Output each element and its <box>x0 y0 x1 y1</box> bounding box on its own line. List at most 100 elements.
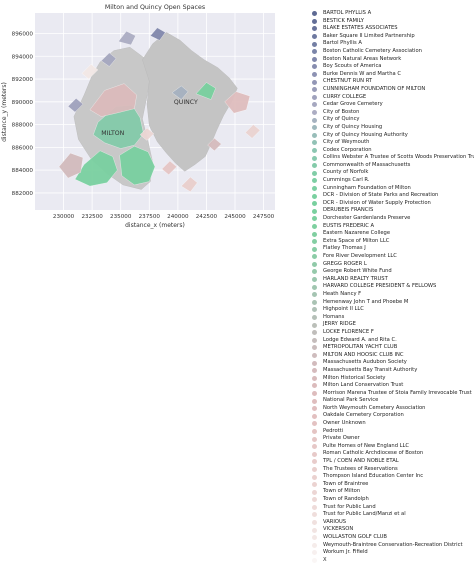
legend-item: Bartol Phyllis A <box>312 40 474 48</box>
legend-swatch <box>312 193 317 199</box>
legend-swatch <box>312 201 317 207</box>
legend-swatch <box>312 406 317 412</box>
legend-label: City of Weymouth <box>323 139 370 146</box>
legend-swatch <box>312 292 317 298</box>
legend-item: Cunningham Foundation of Milton <box>312 185 474 193</box>
legend-swatch <box>312 558 317 564</box>
legend-item: Private Owner <box>312 435 474 443</box>
parcel <box>101 52 117 67</box>
legend-swatch <box>312 231 317 237</box>
legend-label: North Weymouth Cemetery Association <box>323 404 426 411</box>
legend-label: JERRY RIDGE <box>323 321 356 328</box>
legend-swatch <box>312 147 317 153</box>
legend-label: City of Quincy Housing <box>323 123 383 130</box>
legend-label: Homans <box>323 313 345 320</box>
legend-item: George Robert White Fund <box>312 268 474 276</box>
legend: BARTOL PHYLLIS A BESTICK FAMILY BLAKE ESTA… <box>312 10 474 564</box>
legend-item: Commonwealth of Massachusetts <box>312 162 474 170</box>
legend-item: Cedar Grove Cemetery <box>312 101 474 109</box>
legend-swatch <box>312 504 317 510</box>
legend-label: Boston Natural Areas Network <box>323 55 402 62</box>
parcel <box>181 176 198 192</box>
legend-swatch <box>312 337 317 343</box>
legend-item: Hemenway John T and Phoebe M <box>312 299 474 307</box>
legend-label: BARTOL PHYLLIS A <box>323 10 372 16</box>
legend-label: Milton Historical Society <box>323 374 386 381</box>
legend-swatch <box>312 436 317 442</box>
legend-label: County of Norfolk <box>323 169 369 176</box>
legend-label: Workum Jr. Fifield <box>323 549 368 556</box>
legend-label: VICKERSON <box>323 526 354 533</box>
legend-label: Baker Square II Limited Partnership <box>323 32 415 39</box>
legend-label: GREGG ROGER L <box>323 260 367 267</box>
x-tick-label: 230000 <box>53 214 75 220</box>
legend-item: Boston Catholic Cemetery Association <box>312 48 474 56</box>
legend-label: City of Quincy <box>323 116 360 123</box>
legend-label: Heath Nancy F <box>323 290 362 297</box>
legend-item: MILTON AND HOOSIC CLUB INC <box>312 352 474 360</box>
legend-swatch <box>312 489 317 495</box>
legend-swatch <box>312 390 317 396</box>
legend-label: The Trustees of Reservations <box>323 465 398 472</box>
legend-label: Fore River Development LLC <box>323 253 397 259</box>
legend-item: Highpoint II LLC <box>312 306 474 314</box>
legend-item: Heath Nancy F <box>312 291 474 299</box>
legend-item: County of Norfolk <box>312 169 474 177</box>
legend-swatch <box>312 185 317 191</box>
legend-swatch <box>312 269 317 275</box>
legend-label: Burke Dennis W and Martha C <box>323 70 401 77</box>
y-tick-label: 890000 <box>12 100 34 106</box>
parcel <box>207 138 222 152</box>
legend-item: VICKERSON <box>312 526 474 534</box>
legend-swatch <box>312 64 317 70</box>
x-tick-label: 247500 <box>253 214 275 220</box>
legend-item: City of Quincy Housing <box>312 124 474 132</box>
legend-swatch <box>312 542 317 548</box>
legend-swatch <box>312 398 317 404</box>
legend-label: Town of Randolph <box>323 496 369 502</box>
parcel <box>245 124 261 139</box>
legend-swatch <box>312 170 317 176</box>
legend-item: Cummings Carl R. <box>312 177 474 185</box>
legend-label: MILTON AND HOOSIC CLUB INC <box>323 351 404 358</box>
parcel <box>58 152 84 179</box>
legend-item: BLAKE ESTATES ASSOCIATES <box>312 25 474 33</box>
legend-item: Massachusetts Bay Transit Authority <box>312 367 474 375</box>
legend-label: Extra Space of Milton LLC <box>323 237 390 244</box>
legend-item: Town of Braintree <box>312 481 474 489</box>
legend-label: Oakdale Cemetery Corporation <box>323 412 404 419</box>
legend-swatch <box>312 383 317 389</box>
legend-item: Dorchester Gardenlands Preserve <box>312 215 474 223</box>
legend-swatch <box>312 261 317 267</box>
legend-swatch <box>312 315 317 321</box>
legend-item: Workum Jr. Fifield <box>312 549 474 557</box>
x-tick-label: 240000 <box>167 214 189 220</box>
legend-item: Burke Dennis W and Martha C <box>312 71 474 79</box>
legend-item: CURRY COLLEGE <box>312 94 474 102</box>
legend-item: CUNNINGHAM FOUNDATION OF MILTON <box>312 86 474 94</box>
legend-item: Extra Space of Milton LLC <box>312 238 474 246</box>
legend-label: Roman Catholic Archdiocese of Boston <box>323 450 424 457</box>
x-axis-label: distance_x (meters) <box>125 222 185 229</box>
legend-swatch <box>312 459 317 465</box>
region-quincy <box>142 32 238 172</box>
legend-swatch <box>312 254 317 260</box>
legend-label: Trust for Public Land/Manzi et al <box>323 511 406 518</box>
legend-swatch <box>312 56 317 62</box>
parcel <box>119 146 156 186</box>
y-tick-label: 892000 <box>12 77 34 83</box>
legend-swatch <box>312 49 317 55</box>
legend-item: Oakdale Cemetery Corporation <box>312 412 474 420</box>
x-tick-label: 245000 <box>224 214 246 220</box>
y-tick-label: 884000 <box>12 168 34 174</box>
legend-swatch <box>312 26 317 32</box>
legend-label: CUNNINGHAM FOUNDATION OF MILTON <box>323 85 426 92</box>
legend-swatch <box>312 322 317 328</box>
legend-label: Boy Scouts of America <box>323 63 382 70</box>
legend-item: Baker Square II Limited Partnership <box>312 33 474 41</box>
legend-swatch <box>312 117 317 123</box>
legend-swatch <box>312 72 317 78</box>
x-tick-labels: 230000 232500 235000 237500 240000 242500 2450… <box>53 214 275 220</box>
legend-item: Thompson Island Education Center Inc <box>312 473 474 481</box>
legend-label: X <box>323 556 327 563</box>
